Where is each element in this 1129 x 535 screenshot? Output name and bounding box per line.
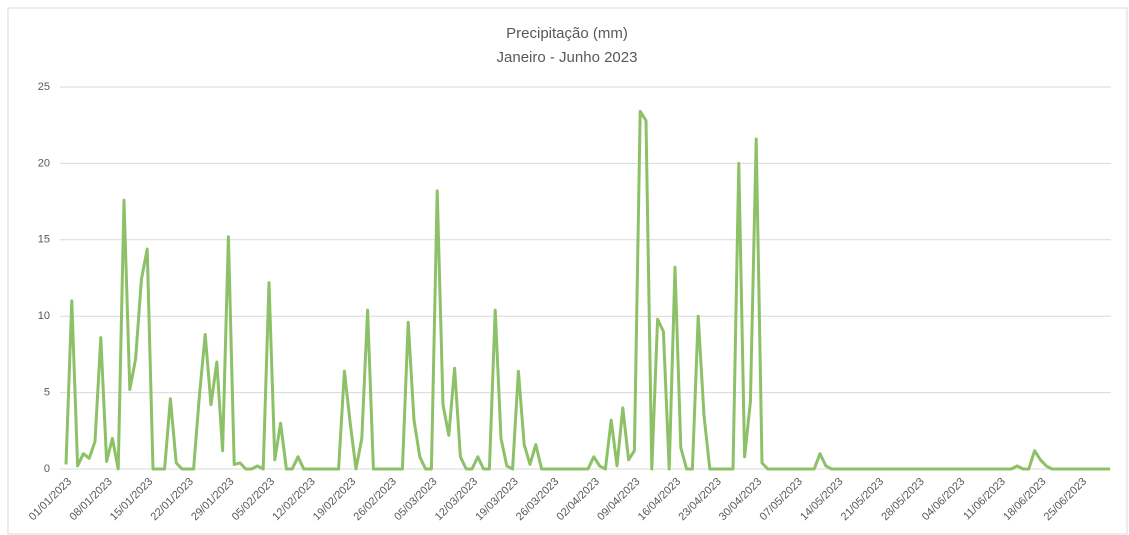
chart-subtitle: Janeiro - Junho 2023 [497, 49, 638, 66]
chart-title: Precipitação (mm) [506, 25, 628, 42]
y-tick-label: 10 [38, 310, 50, 322]
precipitation-line [64, 109, 1110, 471]
y-tick-label: 0 [44, 463, 50, 475]
y-tick-label: 15 [38, 234, 50, 246]
y-tick-label: 20 [38, 157, 50, 169]
y-tick-label: 5 [44, 387, 50, 399]
y-tick-label: 25 [38, 81, 50, 93]
